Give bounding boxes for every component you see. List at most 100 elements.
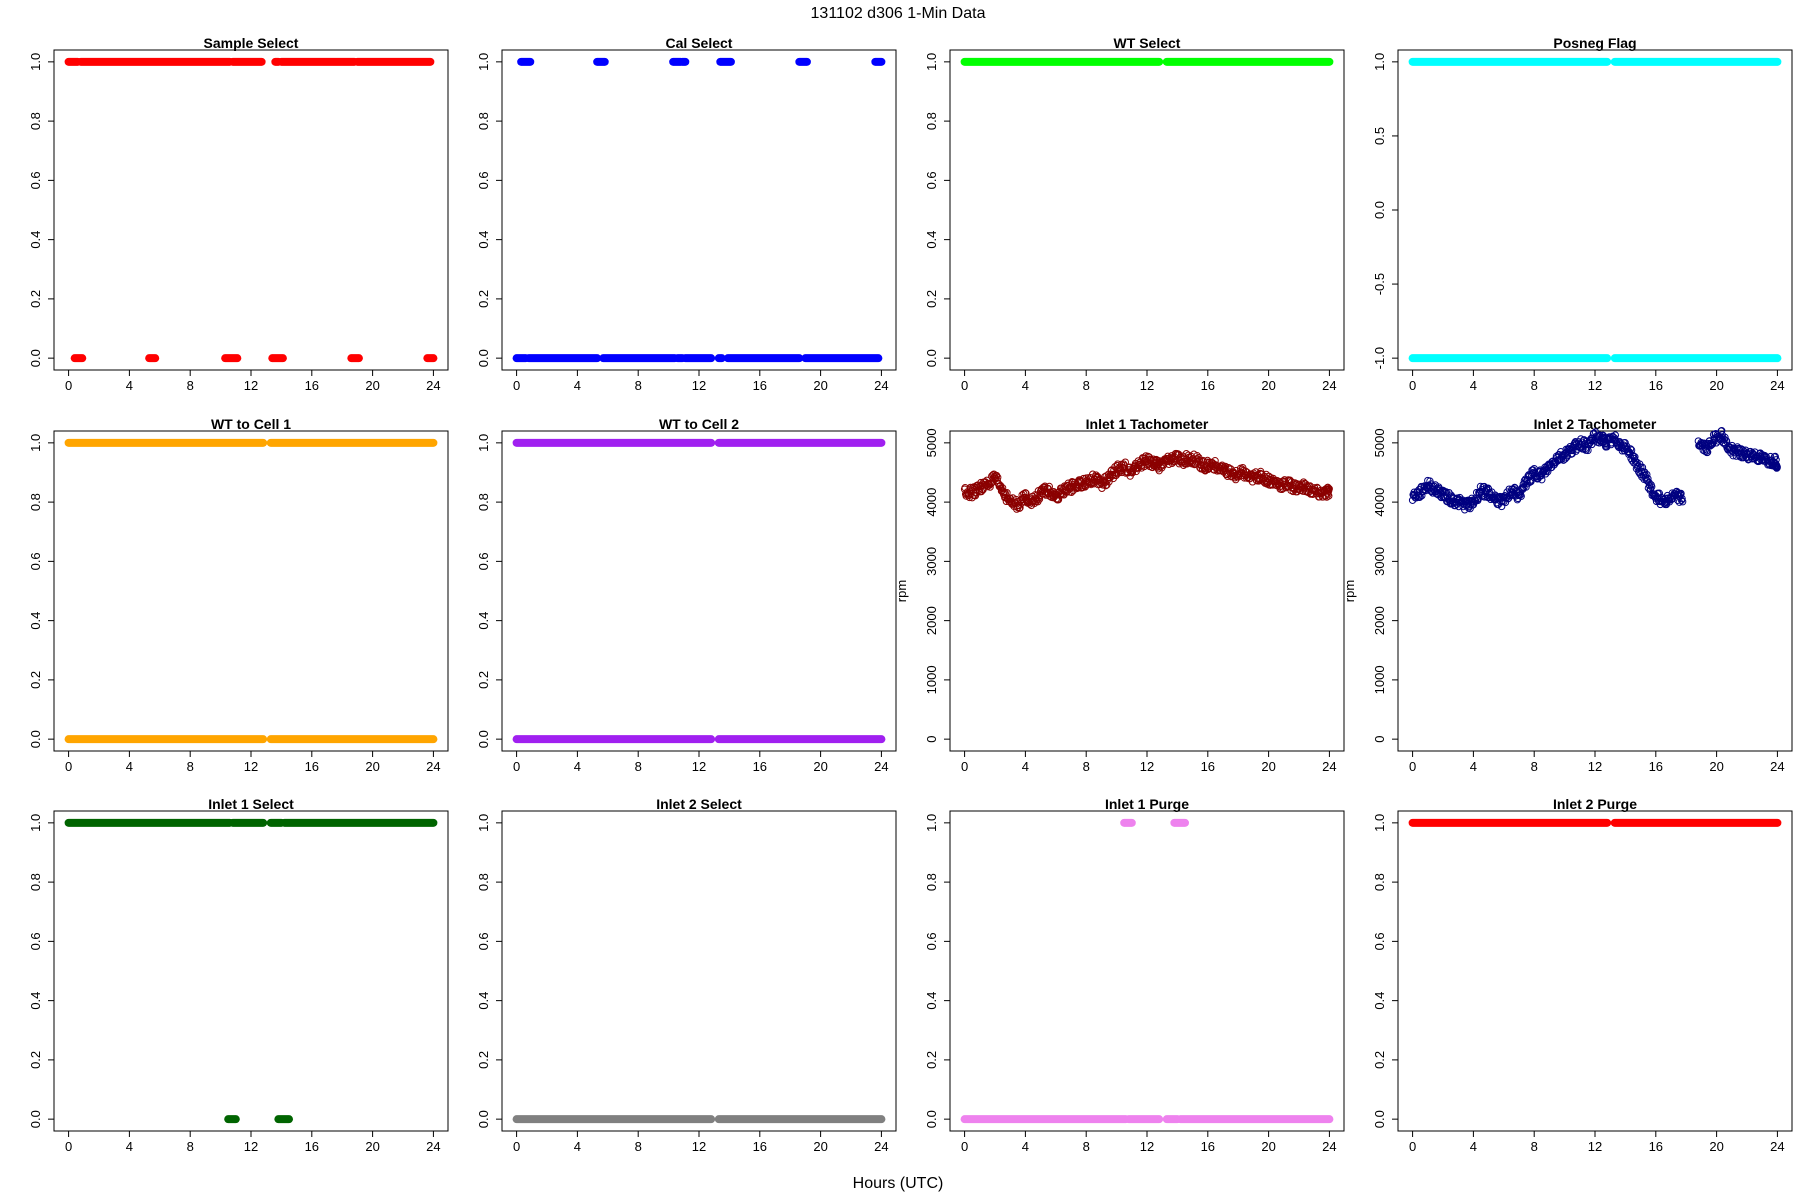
x-tick-label: 0	[65, 1139, 72, 1154]
x-axis-label: Hours (UTC)	[853, 1175, 944, 1192]
x-tick-label: 12	[244, 378, 258, 393]
data-point	[1198, 457, 1206, 466]
y-tick-label: 1.0	[924, 53, 939, 71]
x-tick-label: 12	[1140, 378, 1154, 393]
data-point	[1721, 433, 1729, 442]
panel-wt-select: WT Select 0 4 8 12 16 20 24 0.0 0.2 0.4 0.6 0.8 1.0	[924, 35, 1345, 393]
x-tick-label: 4	[1470, 759, 1477, 774]
y-tick-label: 2000	[924, 606, 939, 635]
y-tick-label: 0.8	[476, 112, 491, 130]
y-tick-label: 0.2	[924, 1051, 939, 1069]
y-tick-label: 1.0	[924, 814, 939, 832]
plot-frame	[501, 810, 897, 1132]
panel-title: Posneg Flag	[1553, 35, 1636, 51]
data-point	[971, 491, 980, 500]
y-tick-label: 0.2	[28, 671, 43, 689]
data-series	[64, 57, 438, 363]
panel-title: Inlet 1 Tachometer	[1086, 416, 1209, 432]
x-tick-label: 0	[513, 378, 520, 393]
y-tick-label: 3000	[924, 547, 939, 576]
panel-title: Inlet 1 Select	[208, 796, 294, 812]
x-tick-label: 8	[1083, 759, 1090, 774]
x-tick-label: 8	[187, 1139, 194, 1154]
x-tick-label: 12	[244, 1139, 258, 1154]
data-series	[512, 438, 886, 744]
panel-title: Sample Select	[204, 35, 299, 51]
y-tick-label: 0.0	[924, 1110, 939, 1128]
x-tick-label: 16	[305, 378, 319, 393]
data-point	[1418, 491, 1426, 500]
x-tick-label: 16	[1201, 378, 1215, 393]
x-tick-label: 24	[874, 1139, 888, 1154]
x-tick-label: 4	[126, 759, 133, 774]
y-tick-label: 0.4	[28, 992, 43, 1010]
x-tick-label: 24	[426, 759, 440, 774]
plot-frame	[53, 810, 449, 1132]
y-tick-label: 0.4	[28, 612, 43, 630]
x-tick-label: 16	[1201, 759, 1215, 774]
y-tick-label: 0.0	[476, 1110, 491, 1128]
panel-inlet-2-purge: Inlet 2 Purge 0 4 8 12 16 20 24 0.0 0.2 0.4 0.6 0.8 1…	[1372, 796, 1793, 1154]
y-tick-label: 0.8	[476, 873, 491, 891]
x-tick-label: 8	[635, 1139, 642, 1154]
x-tick-label: 8	[635, 378, 642, 393]
y-tick-label: 0.0	[1372, 201, 1387, 219]
x-tick-label: 24	[1322, 1139, 1336, 1154]
plot-frame	[949, 810, 1345, 1132]
y-tick-label: 0.0	[476, 730, 491, 748]
y-tick-label: 1.0	[28, 53, 43, 71]
x-tick-label: 24	[874, 759, 888, 774]
y-tick-label: 0.4	[476, 612, 491, 630]
panel-title: Cal Select	[666, 35, 733, 51]
y-tick-label: 1.0	[476, 53, 491, 71]
data-point	[1595, 439, 1604, 447]
y-tick-label: 5000	[1372, 428, 1387, 457]
data-point	[1045, 482, 1053, 491]
x-tick-label: 24	[874, 378, 888, 393]
y-tick-label: 0.4	[476, 992, 491, 1010]
data-point	[1655, 489, 1663, 497]
x-tick-label: 12	[244, 759, 258, 774]
x-tick-label: 24	[426, 378, 440, 393]
data-point	[1522, 483, 1530, 491]
y-tick-label: 0.2	[476, 1051, 491, 1069]
x-tick-label: 8	[1083, 378, 1090, 393]
y-tick-label: 0.6	[476, 171, 491, 189]
data-point	[1623, 442, 1631, 450]
y-tick-label: 0.6	[1372, 932, 1387, 950]
y-tick-label: -1.0	[1372, 347, 1387, 369]
data-point	[1718, 426, 1726, 435]
y-tick-label: 0.0	[1372, 1110, 1387, 1128]
data-point	[1644, 474, 1652, 483]
x-tick-label: 16	[1649, 1139, 1663, 1154]
y-tick-label: 4000	[924, 488, 939, 517]
data-point	[1325, 485, 1333, 493]
panel-inlet-1-purge: Inlet 1 Purge 0 4 8 12 16 20 24 0.0 0.2 0.4 0.6 0.8 1…	[924, 796, 1345, 1154]
x-tick-label: 4	[1022, 1139, 1029, 1154]
x-tick-label: 4	[1022, 759, 1029, 774]
data-point	[1771, 452, 1779, 461]
data-point	[1093, 473, 1101, 481]
y-tick-label: 0.6	[924, 171, 939, 189]
x-tick-label: 16	[305, 1139, 319, 1154]
y-tick-label: 0.4	[924, 992, 939, 1010]
y-tick-label: 0.0	[28, 730, 43, 748]
x-tick-label: 12	[1588, 759, 1602, 774]
data-series	[1408, 426, 1781, 514]
x-tick-label: 24	[1770, 378, 1784, 393]
x-tick-label: 4	[574, 1139, 581, 1154]
x-tick-label: 24	[1770, 759, 1784, 774]
y-tick-label: 0.6	[28, 932, 43, 950]
data-point	[1054, 495, 1063, 504]
y-tick-label: 1000	[1372, 665, 1387, 694]
x-tick-label: 20	[365, 378, 379, 393]
data-point	[986, 483, 994, 491]
x-tick-label: 8	[1531, 759, 1538, 774]
y-tick-label: 0.8	[28, 112, 43, 130]
y-tick-label: 0.4	[1372, 992, 1387, 1010]
data-point	[1121, 458, 1129, 466]
x-tick-label: 12	[1588, 1139, 1602, 1154]
x-tick-label: 4	[126, 378, 133, 393]
x-tick-label: 4	[574, 759, 581, 774]
x-tick-label: 16	[753, 759, 767, 774]
